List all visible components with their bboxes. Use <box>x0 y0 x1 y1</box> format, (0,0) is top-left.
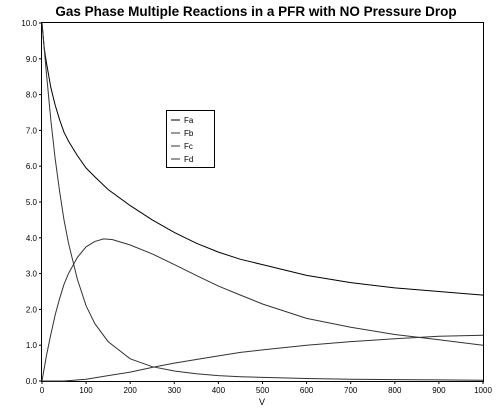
y-tick-label: 9.0 <box>26 55 38 64</box>
series-fb-line <box>41 22 484 381</box>
y-tick-label: 3.0 <box>26 270 38 279</box>
y-tick-label: 4.0 <box>26 234 38 243</box>
y-tick-label: 10.0 <box>21 19 37 28</box>
x-tick-label: 0 <box>40 386 45 395</box>
x-tick-label: 900 <box>432 386 446 395</box>
legend-label: Fd <box>184 155 193 164</box>
legend: Fa Fb Fc Fd <box>166 110 215 168</box>
x-tick-label: 800 <box>388 386 402 395</box>
y-tick-label: 0.0 <box>26 377 38 386</box>
x-tick-label: 700 <box>344 386 358 395</box>
legend-label: Fa <box>184 116 194 125</box>
series-fc-line <box>41 238 484 382</box>
y-tick-label: 1.0 <box>26 341 38 350</box>
y-tick-label: 6.0 <box>26 162 38 171</box>
chart-title: Gas Phase Multiple Reactions in a PFR wi… <box>55 4 456 19</box>
plot-frame <box>41 22 484 382</box>
x-tick-label: 100 <box>79 386 93 395</box>
x-axis: 0 100 200 300 400 500 600 700 800 900 1000 <box>40 381 492 395</box>
x-tick-label: 1000 <box>474 386 492 395</box>
legend-label: Fb <box>184 129 194 138</box>
x-tick-label: 300 <box>168 386 182 395</box>
x-tick-label: 500 <box>256 386 270 395</box>
x-axis-label: V <box>259 397 265 407</box>
y-axis: 0.0 1.0 2.0 3.0 4.0 5.0 6.0 7.0 8.0 9.0 10.0 <box>21 19 42 386</box>
legend-label: Fc <box>184 142 193 151</box>
y-tick-label: 7.0 <box>26 126 38 135</box>
y-tick-label: 5.0 <box>26 198 38 207</box>
series-fd-line <box>42 334 484 382</box>
y-tick-label: 2.0 <box>26 305 38 314</box>
x-tick-label: 200 <box>124 386 138 395</box>
series-fa-line <box>41 22 484 296</box>
x-tick-label: 400 <box>212 386 226 395</box>
y-tick-label: 8.0 <box>26 91 38 100</box>
x-tick-label: 600 <box>300 386 314 395</box>
series-layer <box>41 22 484 382</box>
